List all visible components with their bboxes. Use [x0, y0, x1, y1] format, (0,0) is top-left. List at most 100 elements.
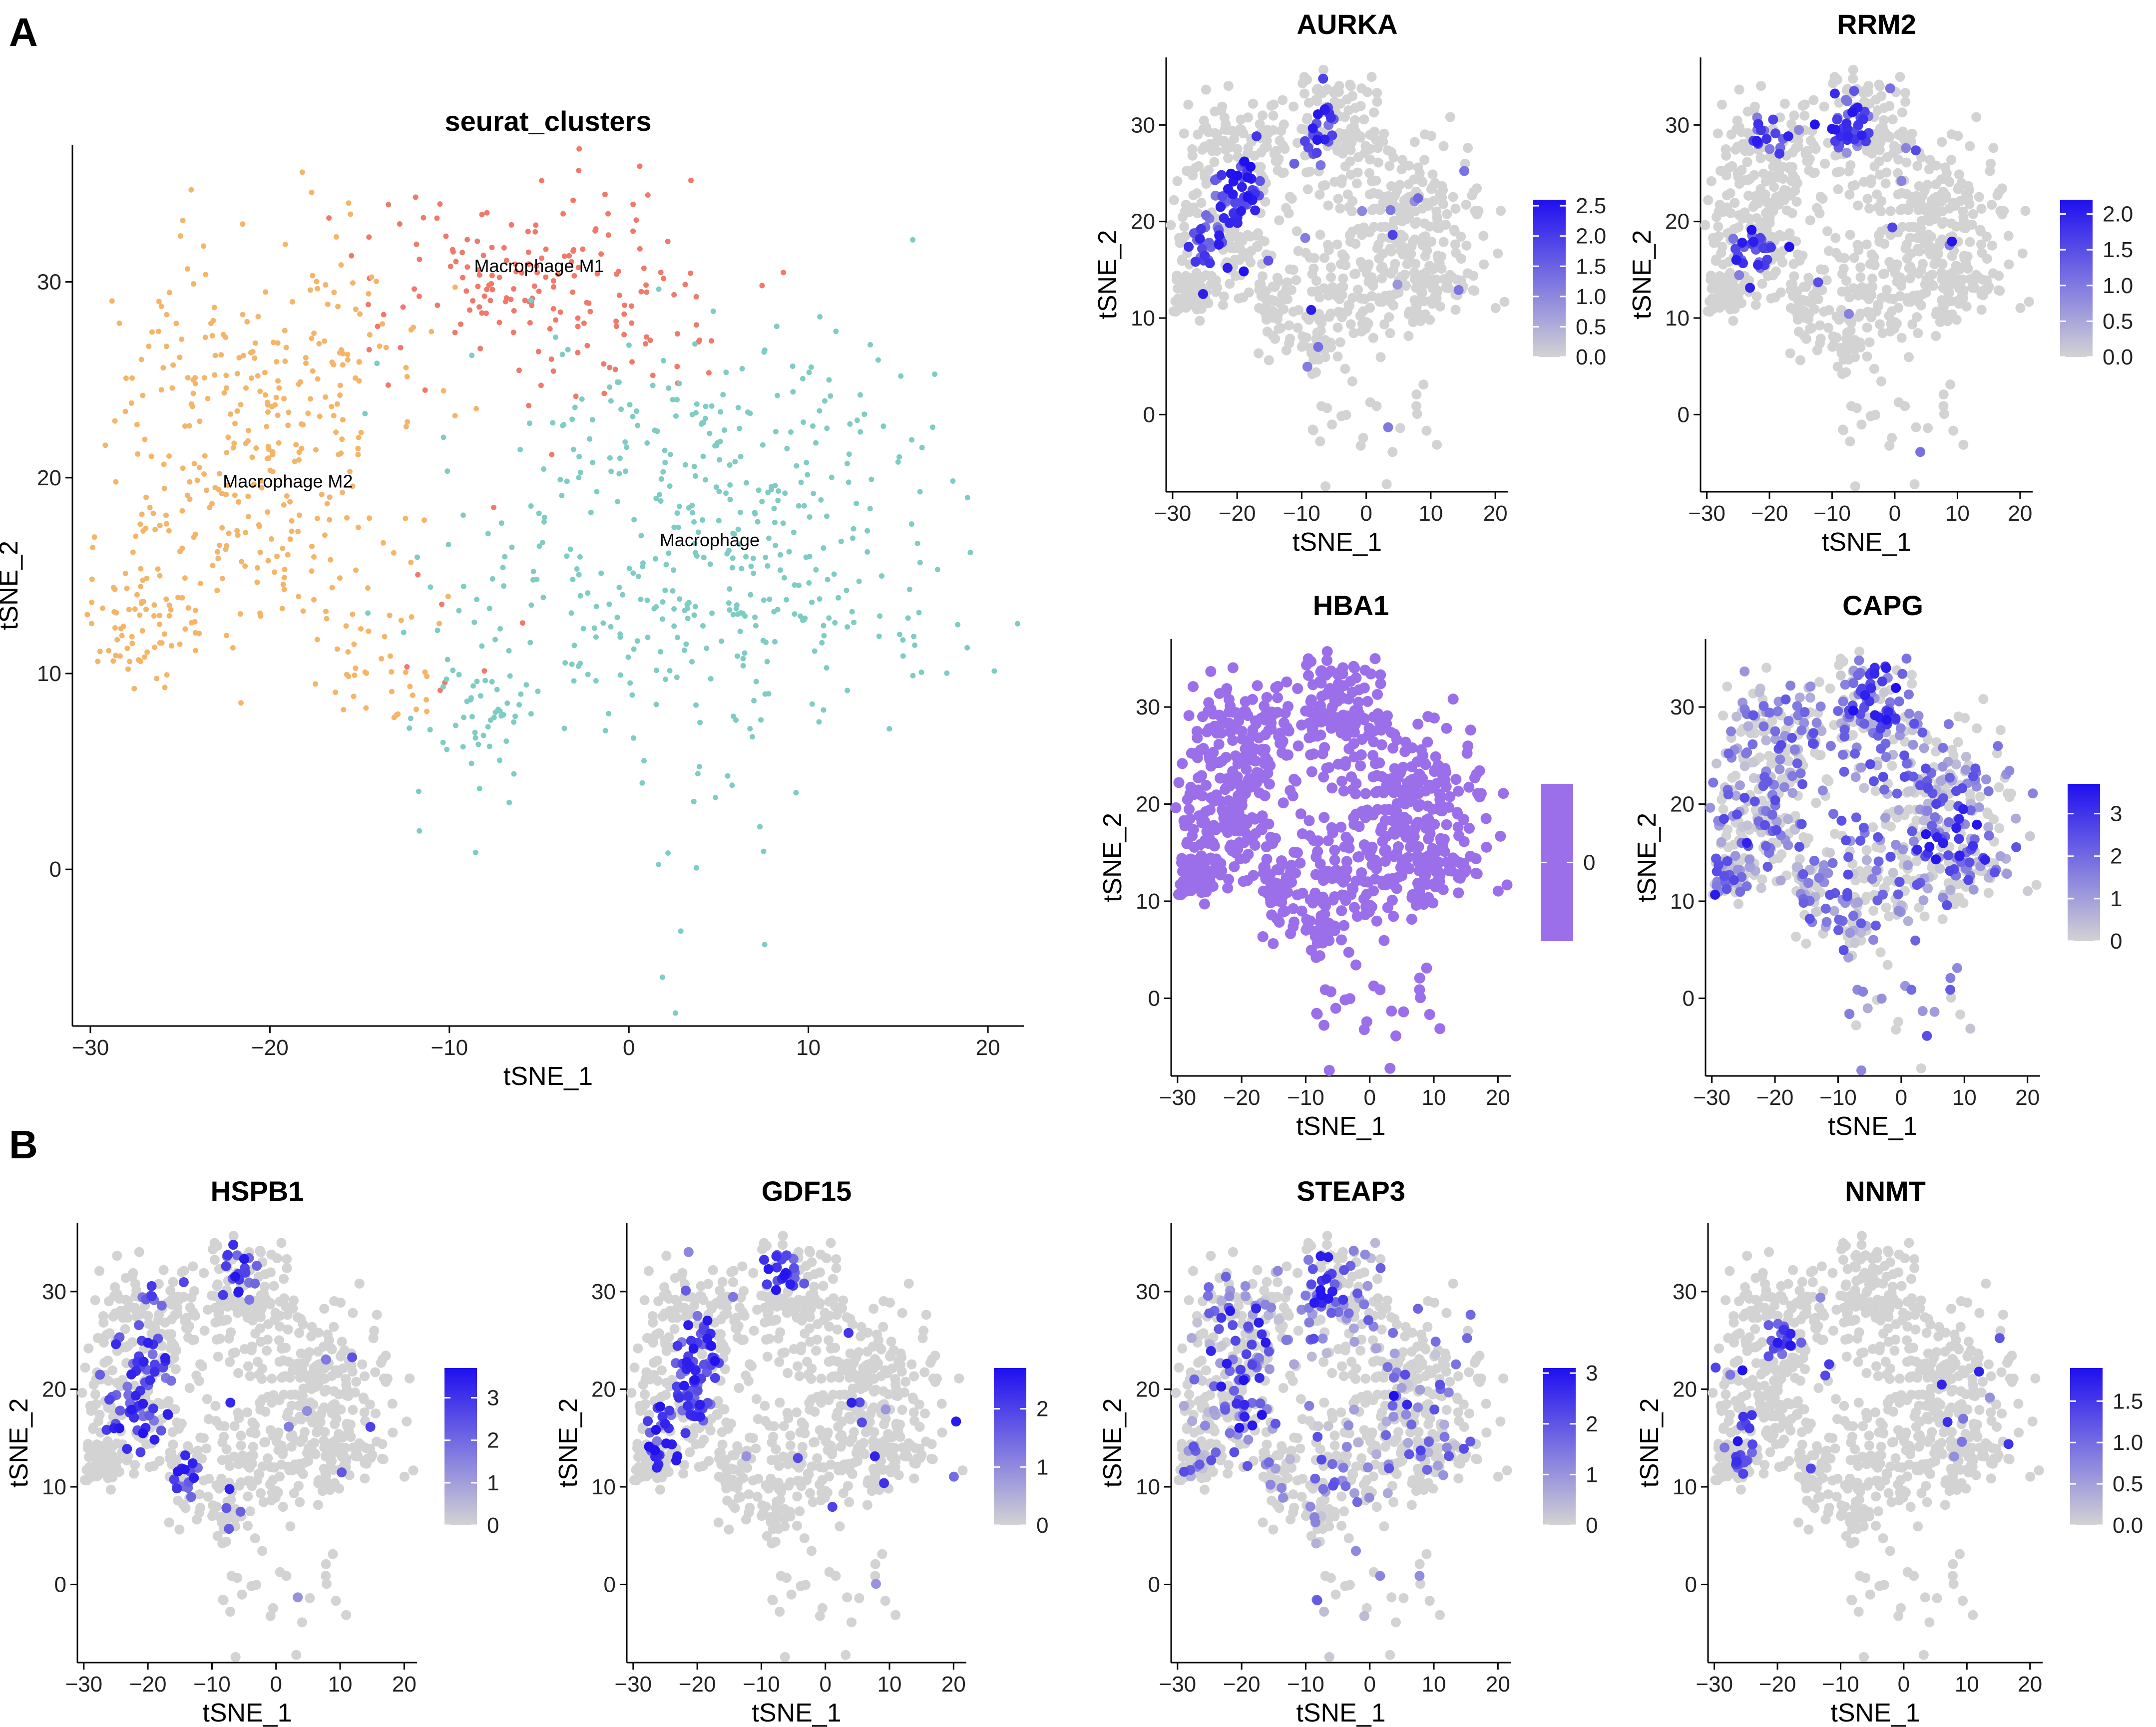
point-macrophage [845, 624, 851, 630]
expression-point [1262, 888, 1274, 900]
expression-point [1868, 776, 1879, 786]
expression-point [1254, 770, 1265, 782]
expression-point [1885, 206, 1896, 216]
point-macrophage [658, 649, 664, 655]
expression-point [1758, 243, 1769, 253]
expression-point [1751, 291, 1762, 302]
expression-point [1885, 821, 1896, 832]
expression-point [1787, 788, 1798, 798]
expression-point [1968, 884, 1979, 895]
expression-point [1319, 253, 1330, 263]
y-axis-label: tSNE_2 [1093, 230, 1122, 319]
point-macrophage [905, 615, 911, 621]
point-macrophage-m2 [227, 411, 233, 417]
expression-point [1277, 168, 1288, 178]
expression-point [1748, 757, 1758, 768]
point-macrophage-m1 [593, 226, 599, 232]
expression-point [1947, 251, 1957, 261]
expression-point [1890, 713, 1901, 723]
point-macrophage [511, 771, 517, 777]
expression-point [1225, 726, 1236, 738]
point-macrophage-m2 [156, 621, 162, 627]
expression-point [1868, 935, 1878, 945]
point-macrophage-m2 [365, 585, 371, 591]
expression-point [1217, 191, 1228, 202]
expression-point [1441, 722, 1452, 734]
expression-point [1421, 860, 1433, 871]
point-macrophage [593, 634, 599, 640]
expression-point [1975, 226, 1986, 237]
point-macrophage [641, 758, 647, 764]
expression-point [1903, 916, 1913, 926]
expression-point [1465, 850, 1476, 862]
expression-point [1704, 296, 1715, 307]
point-macrophage [858, 429, 863, 435]
expression-point [1945, 278, 1956, 288]
expression-point [1388, 911, 1399, 922]
expression-point [1201, 179, 1212, 189]
expression-point [1877, 676, 1887, 687]
point-macrophage [653, 495, 659, 501]
point-macrophage-m2 [180, 218, 186, 224]
point-macrophage [806, 580, 812, 586]
expression-point [1850, 772, 1861, 782]
colorbar-tick-label: 0.5 [1576, 315, 1606, 339]
expression-point [1854, 647, 1865, 657]
point-macrophage-m2 [296, 457, 302, 463]
expression-point [1756, 883, 1766, 893]
expression-point [1847, 107, 1857, 117]
point-macrophage [666, 385, 672, 391]
point-macrophage [696, 764, 702, 770]
chart-capg: −30 −20 −10 0 10 200102030tSNE_1tSNE_2CAPG012… [1633, 590, 2122, 1141]
point-macrophage [616, 379, 622, 385]
point-macrophage-m2 [191, 534, 197, 540]
point-macrophage [653, 701, 659, 707]
expression-point [1259, 306, 1269, 316]
expression-point [1492, 885, 1504, 897]
expression-point [1371, 770, 1383, 781]
expression-point [1884, 101, 1895, 111]
expression-point [2031, 880, 2042, 890]
colorbar-legend: 0.00.51.01.52.0 [2060, 200, 2133, 369]
point-macrophage-m1 [464, 237, 470, 243]
expression-point [1803, 878, 1813, 888]
expression-point [1268, 330, 1278, 341]
expression-point [1199, 141, 1210, 152]
point-macrophage-m2 [303, 354, 309, 360]
expression-point [1336, 889, 1348, 901]
point-macrophage-m2 [334, 646, 340, 652]
point-macrophage-m2 [164, 672, 170, 678]
expression-point [1348, 902, 1360, 913]
point-macrophage-m1 [650, 372, 656, 378]
point-macrophage [864, 549, 870, 555]
expression-point [1293, 323, 1303, 333]
point-macrophage-m2 [325, 301, 331, 307]
point-macrophage [682, 462, 688, 468]
expression-point [1754, 687, 1764, 697]
point-macrophage [725, 773, 731, 779]
x-tick-label: −20 [251, 1036, 289, 1060]
point-macrophage [781, 575, 787, 581]
expression-point [1274, 324, 1284, 334]
point-macrophage-m2 [323, 394, 329, 400]
expression-point [1303, 97, 1314, 108]
expression-point [1876, 994, 1887, 1004]
expression-point [1843, 131, 1853, 141]
expression-point [1224, 218, 1235, 228]
point-macrophage [606, 710, 612, 716]
y-tick-label: 10 [37, 662, 61, 686]
expression-point [1216, 170, 1227, 180]
expression-point [1827, 124, 1837, 134]
point-macrophage [528, 711, 534, 717]
expression-point [1941, 191, 1951, 201]
point-macrophage [773, 429, 779, 435]
expression-point [1805, 324, 1815, 334]
point-macrophage [703, 477, 709, 483]
expression-point [1418, 232, 1429, 243]
point-macrophage [775, 607, 781, 613]
expression-point [1358, 306, 1368, 317]
point-macrophage-m2 [272, 402, 278, 408]
point-macrophage [849, 609, 855, 615]
point-macrophage-m2 [251, 481, 257, 487]
cluster-label: Macrophage [660, 530, 760, 550]
